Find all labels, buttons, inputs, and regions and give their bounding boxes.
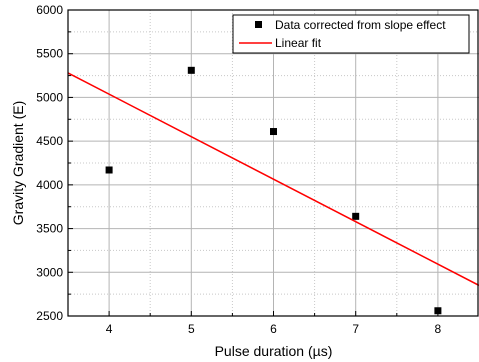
x-tick-label: 4: [106, 322, 113, 336]
x-tick-label: 5: [188, 322, 195, 336]
y-tick-label: 5500: [36, 47, 63, 61]
x-tick-labels: 4 5 6 7 8: [106, 322, 442, 336]
x-tick-label: 7: [352, 322, 359, 336]
y-tick-labels: 2500 3000 3500 4000 4500 5000 5500 6000: [36, 3, 63, 323]
legend-label-data: Data corrected from slope effect: [275, 18, 446, 32]
y-tick-label: 3500: [36, 222, 63, 236]
legend-label-fit: Linear fit: [275, 36, 322, 50]
y-tick-label: 3000: [36, 265, 63, 279]
y-tick-label: 4000: [36, 178, 63, 192]
legend: Data corrected from slope effect Linear …: [232, 14, 470, 54]
legend-box: [232, 14, 470, 54]
fit-line: [67, 72, 479, 287]
grid: [68, 10, 479, 316]
series-layer: [67, 66, 479, 315]
x-tick-label: 6: [270, 322, 277, 336]
data-point: [352, 212, 360, 220]
data-point: [187, 66, 195, 74]
data-point: [270, 128, 277, 136]
x-tick-label: 8: [435, 322, 442, 336]
y-axis-label: Gravity Gradient (E): [10, 101, 26, 225]
data-point: [105, 166, 113, 174]
axis-ticks: [68, 9, 439, 317]
y-tick-label: 5000: [36, 90, 63, 104]
plot-frame: [67, 9, 479, 317]
x-axis-label: Pulse duration (µs): [215, 343, 333, 359]
y-tick-label: 2500: [36, 309, 63, 323]
legend-marker-square: [255, 21, 262, 28]
data-point: [434, 307, 442, 315]
y-tick-label: 4500: [36, 134, 63, 148]
y-tick-label: 6000: [36, 3, 63, 17]
